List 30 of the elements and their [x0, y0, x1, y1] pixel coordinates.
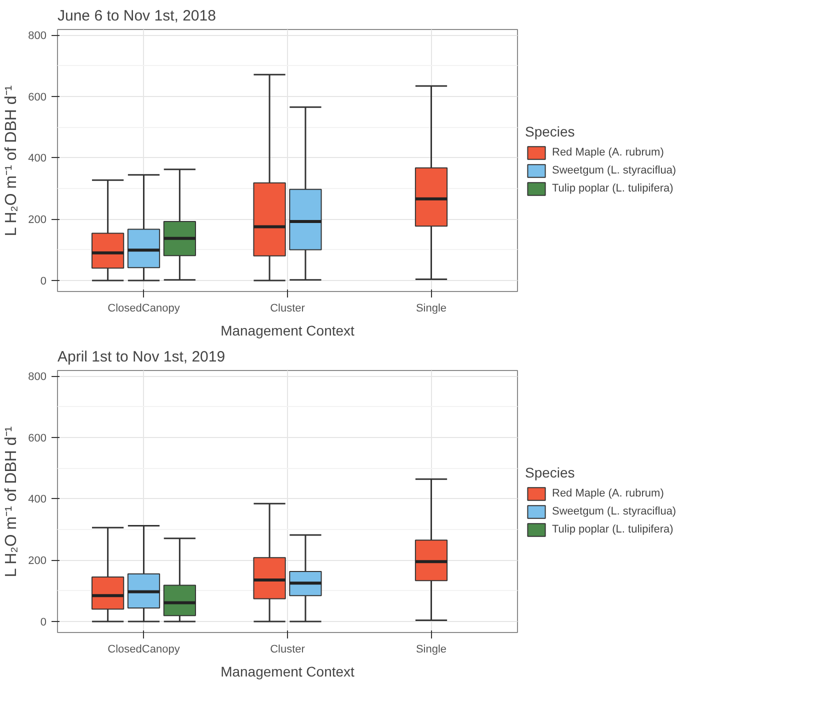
y-tick-label: 600 — [28, 91, 47, 104]
x-tick-label: ClosedCanopy — [108, 302, 180, 314]
y-tick-label: 200 — [28, 214, 47, 226]
y-tick-label: 800 — [28, 30, 47, 42]
legend-title: Species — [525, 124, 576, 140]
x-tick-label: Single — [416, 302, 447, 314]
y-axis-title: L H₂O m⁻¹ of DBH d⁻¹ — [3, 426, 20, 578]
y-axis-title: L H₂O m⁻¹ of DBH d⁻¹ — [3, 85, 20, 236]
legend-label: Red Maple (A. rubrum) — [552, 146, 664, 158]
x-axis-title: Management Context — [220, 322, 355, 338]
x-tick-label: Cluster — [270, 644, 306, 656]
legend-label: Tulip poplar (L. tulipifera) — [552, 524, 674, 536]
legend-label: Red Maple (A. rubrum) — [552, 488, 664, 500]
y-tick-label: 800 — [28, 371, 47, 384]
x-tick-label: Single — [416, 644, 447, 656]
y-tick-label: 400 — [28, 494, 47, 506]
x-axis-title: Management Context — [220, 664, 355, 680]
legend-label: Sweetgum (L. styraciflua) — [552, 506, 676, 518]
legend-label: Sweetgum (L. styraciflua) — [552, 164, 676, 176]
legend-label: Tulip poplar (L. tulipifera) — [552, 182, 674, 194]
y-tick-label: 400 — [28, 152, 47, 165]
x-tick-label: ClosedCanopy — [108, 644, 180, 656]
chart-title: April 1st to Nov 1st, 2019 — [58, 348, 226, 366]
y-tick-label: 0 — [40, 616, 47, 628]
legend-title: Species — [525, 464, 576, 480]
y-tick-label: 600 — [28, 432, 47, 444]
x-tick-label: Cluster — [270, 302, 306, 314]
y-tick-label: 200 — [28, 555, 47, 568]
y-tick-label: 0 — [40, 275, 47, 288]
chart-title: June 6 to Nov 1st, 2018 — [58, 8, 216, 24]
